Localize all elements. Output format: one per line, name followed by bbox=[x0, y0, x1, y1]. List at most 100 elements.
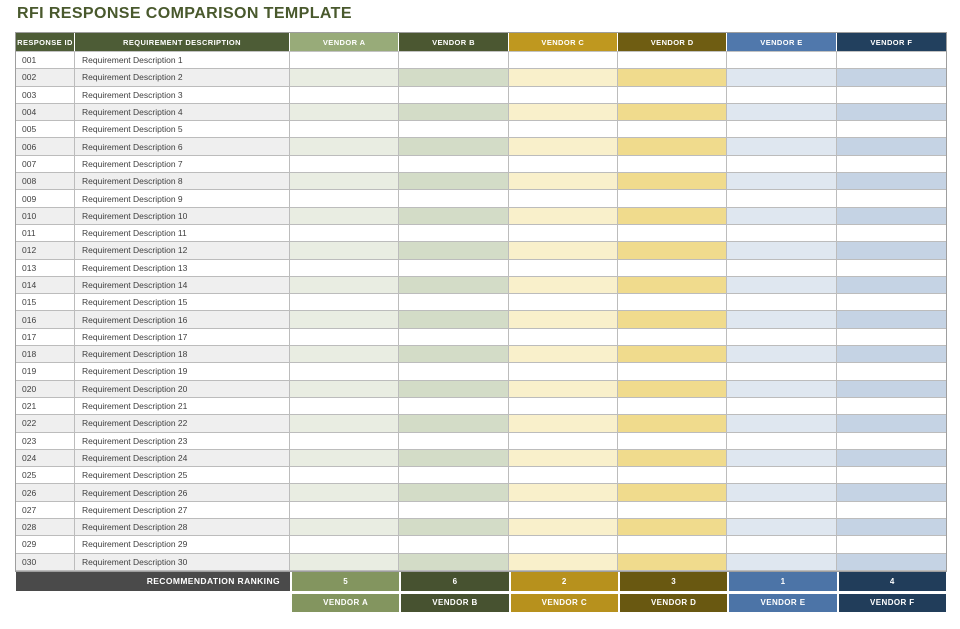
vendor-c-response-cell[interactable] bbox=[508, 311, 618, 329]
requirement-description-cell[interactable]: Requirement Description 23 bbox=[75, 432, 290, 450]
vendor-f-response-cell[interactable] bbox=[836, 363, 946, 381]
requirement-description-cell[interactable]: Requirement Description 9 bbox=[75, 190, 290, 208]
vendor-a-response-cell[interactable] bbox=[290, 259, 400, 277]
vendor-e-response-cell[interactable] bbox=[727, 138, 837, 156]
vendor-b-response-cell[interactable] bbox=[399, 69, 509, 87]
requirement-description-cell[interactable]: Requirement Description 20 bbox=[75, 380, 290, 398]
vendor-d-response-cell[interactable] bbox=[618, 52, 728, 70]
response-id-cell[interactable]: 009 bbox=[16, 190, 75, 208]
vendor-a-response-cell[interactable] bbox=[290, 397, 400, 416]
vendor-f-response-cell[interactable] bbox=[836, 449, 946, 468]
vendor-b-response-cell[interactable] bbox=[399, 519, 509, 537]
vendor-e-response-cell[interactable] bbox=[727, 328, 837, 347]
vendor-a-response-cell[interactable] bbox=[290, 294, 400, 312]
vendor-a-response-cell[interactable] bbox=[290, 276, 400, 295]
vendor-c-response-cell[interactable] bbox=[508, 190, 618, 208]
vendor-d-response-cell[interactable] bbox=[618, 467, 728, 485]
vendor-b-response-cell[interactable] bbox=[399, 207, 509, 225]
vendor-c-response-cell[interactable] bbox=[508, 467, 618, 485]
vendor-c-response-cell[interactable] bbox=[508, 155, 618, 174]
vendor-b-response-cell[interactable] bbox=[399, 346, 509, 364]
vendor-c-response-cell[interactable] bbox=[508, 501, 618, 520]
vendor-e-response-cell[interactable] bbox=[727, 415, 837, 433]
response-id-cell[interactable]: 006 bbox=[16, 138, 75, 156]
vendor-e-response-cell[interactable] bbox=[727, 190, 837, 208]
vendor-d-response-cell[interactable] bbox=[618, 415, 728, 433]
vendor-e-response-cell[interactable] bbox=[727, 432, 837, 450]
requirement-description-cell[interactable]: Requirement Description 26 bbox=[75, 484, 290, 502]
response-id-cell[interactable]: 010 bbox=[16, 207, 75, 225]
vendor-b-response-cell[interactable] bbox=[399, 553, 509, 571]
vendor-e-response-cell[interactable] bbox=[727, 121, 837, 139]
requirement-description-cell[interactable]: Requirement Description 6 bbox=[75, 138, 290, 156]
vendor-a-response-cell[interactable] bbox=[290, 121, 400, 139]
vendor-b-response-cell[interactable] bbox=[399, 121, 509, 139]
response-id-cell[interactable]: 023 bbox=[16, 432, 75, 450]
vendor-e-response-cell[interactable] bbox=[727, 86, 837, 104]
requirement-description-cell[interactable]: Requirement Description 2 bbox=[75, 69, 290, 87]
response-id-cell[interactable]: 014 bbox=[16, 276, 75, 295]
response-id-cell[interactable]: 001 bbox=[16, 52, 75, 70]
response-id-cell[interactable]: 017 bbox=[16, 328, 75, 347]
vendor-c-response-cell[interactable] bbox=[508, 276, 618, 295]
vendor-a-response-cell[interactable] bbox=[290, 380, 400, 398]
vendor-b-response-cell[interactable] bbox=[399, 86, 509, 104]
vendor-d-response-cell[interactable] bbox=[618, 259, 728, 277]
vendor-b-response-cell[interactable] bbox=[399, 363, 509, 381]
vendor-d-response-cell[interactable] bbox=[618, 519, 728, 537]
vendor-d-response-cell[interactable] bbox=[618, 138, 728, 156]
vendor-e-response-cell[interactable] bbox=[727, 519, 837, 537]
requirement-description-cell[interactable]: Requirement Description 3 bbox=[75, 86, 290, 104]
vendor-a-ranking-cell[interactable]: 5 bbox=[290, 571, 400, 591]
vendor-f-response-cell[interactable] bbox=[836, 346, 946, 364]
vendor-f-response-cell[interactable] bbox=[836, 224, 946, 243]
response-id-cell[interactable]: 028 bbox=[16, 519, 75, 537]
response-id-cell[interactable]: 012 bbox=[16, 242, 75, 260]
column-header-vendor-c[interactable]: VENDOR C bbox=[508, 33, 618, 51]
vendor-e-response-cell[interactable] bbox=[727, 553, 837, 571]
vendor-f-response-cell[interactable] bbox=[836, 294, 946, 312]
vendor-e-response-cell[interactable] bbox=[727, 224, 837, 243]
vendor-a-response-cell[interactable] bbox=[290, 519, 400, 537]
vendor-a-response-cell[interactable] bbox=[290, 363, 400, 381]
vendor-e-response-cell[interactable] bbox=[727, 380, 837, 398]
vendor-f-response-cell[interactable] bbox=[836, 103, 946, 122]
vendor-c-response-cell[interactable] bbox=[508, 380, 618, 398]
vendor-d-response-cell[interactable] bbox=[618, 155, 728, 174]
vendor-f-response-cell[interactable] bbox=[836, 467, 946, 485]
vendor-e-response-cell[interactable] bbox=[727, 363, 837, 381]
requirement-description-cell[interactable]: Requirement Description 10 bbox=[75, 207, 290, 225]
vendor-c-response-cell[interactable] bbox=[508, 363, 618, 381]
vendor-d-response-cell[interactable] bbox=[618, 553, 728, 571]
vendor-c-response-cell[interactable] bbox=[508, 103, 618, 122]
vendor-f-response-cell[interactable] bbox=[836, 52, 946, 70]
vendor-d-response-cell[interactable] bbox=[618, 536, 728, 554]
vendor-b-response-cell[interactable] bbox=[399, 155, 509, 174]
vendor-f-response-cell[interactable] bbox=[836, 259, 946, 277]
vendor-c-response-cell[interactable] bbox=[508, 294, 618, 312]
requirement-description-cell[interactable]: Requirement Description 16 bbox=[75, 311, 290, 329]
vendor-a-response-cell[interactable] bbox=[290, 328, 400, 347]
response-id-cell[interactable]: 004 bbox=[16, 103, 75, 122]
vendor-e-response-cell[interactable] bbox=[727, 449, 837, 468]
vendor-a-response-cell[interactable] bbox=[290, 553, 400, 571]
vendor-a-response-cell[interactable] bbox=[290, 467, 400, 485]
response-id-cell[interactable]: 030 bbox=[16, 553, 75, 571]
vendor-e-response-cell[interactable] bbox=[727, 484, 837, 502]
column-header-requirement-description[interactable]: REQUIREMENT DESCRIPTION bbox=[75, 33, 290, 51]
vendor-a-response-cell[interactable] bbox=[290, 432, 400, 450]
vendor-a-response-cell[interactable] bbox=[290, 484, 400, 502]
vendor-f-response-cell[interactable] bbox=[836, 536, 946, 554]
requirement-description-cell[interactable]: Requirement Description 27 bbox=[75, 501, 290, 520]
vendor-a-response-cell[interactable] bbox=[290, 52, 400, 70]
requirement-description-cell[interactable]: Requirement Description 7 bbox=[75, 155, 290, 174]
vendor-a-response-cell[interactable] bbox=[290, 190, 400, 208]
vendor-c-response-cell[interactable] bbox=[508, 519, 618, 537]
vendor-a-response-cell[interactable] bbox=[290, 69, 400, 87]
vendor-a-response-cell[interactable] bbox=[290, 173, 400, 191]
vendor-b-response-cell[interactable] bbox=[399, 484, 509, 502]
response-id-cell[interactable]: 025 bbox=[16, 467, 75, 485]
vendor-b-response-cell[interactable] bbox=[399, 397, 509, 416]
vendor-c-response-cell[interactable] bbox=[508, 415, 618, 433]
response-id-cell[interactable]: 005 bbox=[16, 121, 75, 139]
